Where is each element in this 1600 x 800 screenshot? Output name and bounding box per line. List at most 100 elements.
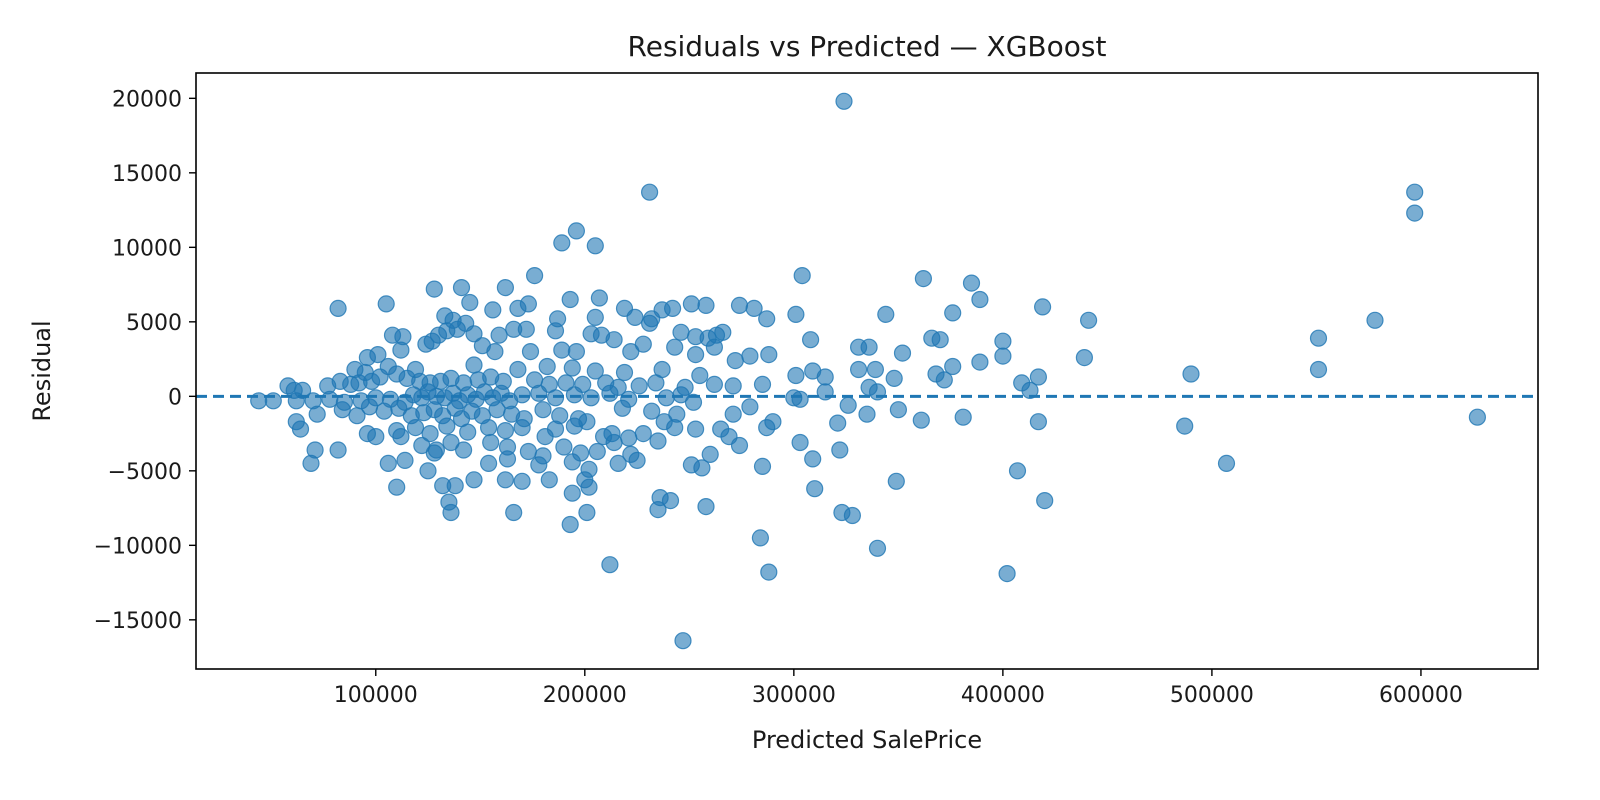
scatter-point: [348, 407, 366, 425]
scatter-point: [889, 401, 908, 419]
scatter-point: [465, 325, 483, 343]
scatter-point: [751, 529, 770, 547]
scatter-point: [1033, 298, 1052, 316]
scatter-point: [1075, 349, 1094, 367]
scatter-point: [513, 386, 531, 404]
scatter-point: [425, 444, 443, 462]
scatter-point: [605, 433, 623, 452]
scatter-point: [1029, 413, 1048, 431]
scatter-point: [1309, 360, 1328, 379]
y-tick-label: −15000: [94, 609, 182, 634]
scatter-point: [490, 326, 508, 344]
scatter-point: [567, 222, 586, 240]
scatter-point: [488, 401, 506, 419]
scatter-point: [741, 347, 759, 365]
scatter-point: [994, 332, 1012, 350]
scatter-point: [868, 539, 887, 557]
scatter-point: [730, 296, 749, 314]
scatter-point: [578, 503, 596, 522]
scatter-point: [613, 399, 632, 417]
x-axis-title: Predicted SalePrice: [752, 726, 982, 754]
scatter-point: [628, 451, 646, 469]
scatter-point: [887, 472, 905, 490]
scatter-point: [358, 425, 376, 443]
scatter-point: [791, 390, 809, 408]
scatter-point: [546, 420, 565, 438]
scatter-point: [931, 331, 949, 349]
scatter-point: [392, 428, 410, 446]
scatter-point: [419, 462, 437, 480]
scatter-point: [1079, 311, 1098, 329]
y-axis-title: Residual: [28, 320, 56, 421]
y-tick-label: 15000: [112, 162, 182, 187]
scatter-point: [804, 450, 822, 468]
scatter-point: [482, 433, 500, 452]
scatter-point: [1468, 408, 1487, 426]
scatter-point: [442, 503, 460, 522]
scatter-point: [369, 346, 387, 364]
scatter-point: [1406, 204, 1424, 222]
scatter-point: [1176, 417, 1194, 435]
scatter-point: [517, 320, 535, 338]
scatter-point: [1021, 381, 1039, 399]
scatter-point: [760, 563, 778, 581]
scatter-point: [379, 454, 397, 472]
scatter-point: [672, 386, 690, 404]
scatter-point: [521, 343, 540, 361]
scatter-point: [1008, 462, 1027, 480]
scatter-point: [291, 420, 310, 438]
scatter-point: [634, 335, 652, 353]
scatter-point: [643, 402, 661, 420]
scatter-point: [308, 405, 326, 423]
scatter-point: [835, 92, 853, 110]
scatter-point: [858, 405, 876, 423]
scatter-point: [1029, 368, 1048, 386]
scatter-point: [1217, 454, 1236, 472]
scatter-point: [705, 338, 724, 356]
scatter-point: [971, 353, 989, 371]
scatter-point: [530, 456, 548, 474]
scatter-point: [448, 320, 466, 338]
y-tick-label: 20000: [112, 87, 182, 112]
scatter-point: [563, 359, 581, 377]
y-tick-label: −10000: [94, 534, 182, 559]
x-tick-label: 300000: [752, 683, 836, 708]
x-tick-label: 600000: [1379, 683, 1463, 708]
scatter-point: [724, 405, 742, 423]
scatter-point: [452, 279, 471, 297]
scatter-point: [626, 308, 644, 326]
scatter-point: [392, 341, 410, 359]
scatter-point: [760, 346, 778, 364]
scatter-point: [693, 459, 711, 477]
scatter-point: [697, 296, 715, 314]
scatter-point: [682, 295, 701, 313]
x-tick-label: 200000: [543, 683, 627, 708]
scatter-point: [586, 308, 604, 326]
scatter-point: [375, 402, 393, 420]
scatter-point: [333, 401, 351, 419]
scatter-point: [555, 438, 573, 456]
scatter-point: [484, 301, 502, 319]
scatter-point: [615, 363, 634, 382]
scatter-point: [622, 343, 640, 361]
scatter-point: [666, 419, 684, 437]
scatter-point: [829, 414, 847, 432]
x-tick-label: 400000: [961, 683, 1045, 708]
scatter-point: [962, 274, 981, 292]
scatter-point: [557, 374, 575, 392]
scatter-point: [661, 492, 680, 510]
scatter-point: [553, 341, 571, 359]
scatter-point: [546, 322, 565, 340]
scatter-point: [540, 471, 558, 489]
scatter-point: [998, 564, 1016, 583]
scatter-point: [465, 471, 483, 489]
scatter-point: [302, 454, 320, 472]
scatter-point: [944, 304, 962, 322]
scatter-point: [630, 377, 648, 395]
chart-title: Residuals vs Predicted — XGBoost: [628, 30, 1107, 63]
scatter-point: [509, 299, 527, 317]
scatter-point: [649, 432, 667, 450]
scatter-point: [578, 413, 596, 431]
scatter-point: [860, 338, 878, 356]
